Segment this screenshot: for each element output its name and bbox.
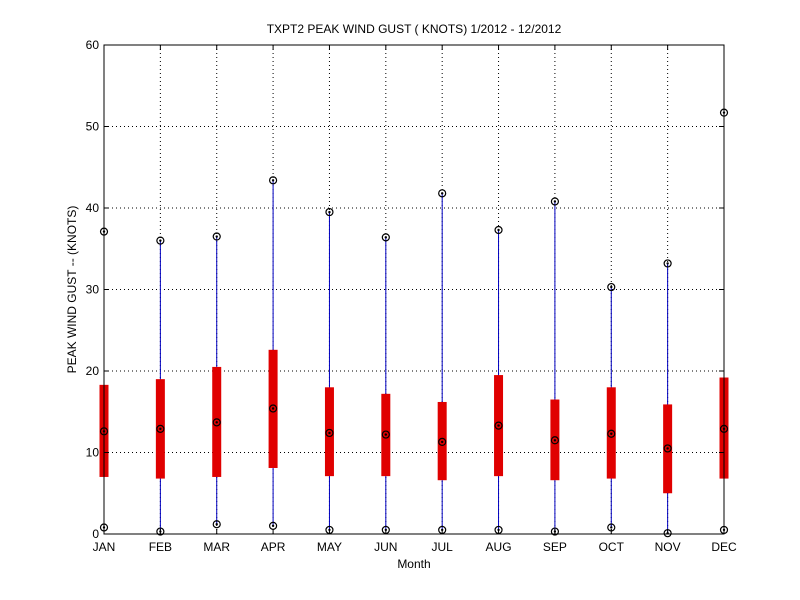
x-tick-label: OCT <box>599 540 625 554</box>
max-marker-dot <box>215 235 218 238</box>
median-marker-dot <box>159 427 162 431</box>
max-marker <box>381 233 390 242</box>
box-jul <box>437 189 447 535</box>
max-marker-dot <box>328 210 331 214</box>
median-marker-dot <box>328 431 331 435</box>
median-marker-dot <box>271 407 275 410</box>
box-mar <box>212 232 222 529</box>
max-marker <box>156 236 165 245</box>
median-marker-dot <box>497 424 500 427</box>
median-marker-dot <box>666 447 669 450</box>
median-marker <box>325 428 334 438</box>
chart-title: TXPT2 PEAK WIND GUST ( KNOTS) 1/2012 - 1… <box>267 22 562 36</box>
median-marker <box>381 430 390 439</box>
median-marker-dot <box>553 439 557 442</box>
max-marker <box>438 189 447 198</box>
y-tick-label: 10 <box>86 446 100 460</box>
y-tick-label: 40 <box>86 201 100 215</box>
median-marker <box>607 429 616 438</box>
median-marker <box>494 421 503 430</box>
min-marker <box>156 527 165 536</box>
median-marker-dot <box>440 440 444 444</box>
max-marker-dot <box>610 285 613 289</box>
box-may <box>324 207 334 535</box>
max-marker <box>268 176 278 185</box>
box-feb <box>155 236 165 536</box>
axis-ticks: 0 10 20 30 40 50 60 JAN FEB MAR APR MAY JUN JUL AUG SEP… <box>86 38 737 554</box>
y-tick-label: 20 <box>86 364 100 378</box>
y-tick-label: 0 <box>92 527 99 541</box>
max-marker <box>494 225 503 235</box>
x-tick-label: AUG <box>486 540 512 554</box>
median-marker <box>268 404 278 413</box>
iqr-box <box>324 387 334 477</box>
min-marker <box>212 520 221 529</box>
box-jun <box>381 233 391 535</box>
median-marker <box>212 418 221 427</box>
box-aug <box>494 225 504 535</box>
min-marker-dot <box>271 524 275 528</box>
box-series <box>99 108 729 538</box>
median-marker <box>438 437 447 447</box>
median-marker <box>550 436 560 445</box>
min-marker-dot <box>610 526 613 529</box>
x-tick-label: APR <box>261 540 286 554</box>
box-apr <box>268 176 278 530</box>
median-marker-dot <box>215 421 218 424</box>
max-marker <box>212 232 221 241</box>
median-marker-dot <box>610 432 613 435</box>
max-marker-dot <box>553 200 557 203</box>
y-tick-label: 30 <box>86 283 100 297</box>
max-marker-dot <box>159 239 162 242</box>
min-marker-dot <box>215 523 218 526</box>
max-marker <box>325 207 334 217</box>
box-oct <box>606 282 616 532</box>
max-marker <box>607 282 616 292</box>
median-marker-dot <box>384 433 388 436</box>
x-tick-label: MAY <box>317 540 342 554</box>
max-marker-dot <box>440 192 444 195</box>
x-axis-label: Month <box>397 557 430 571</box>
x-tick-label: FEB <box>149 540 172 554</box>
x-tick-label: JUL <box>432 540 454 554</box>
x-tick-label: JUN <box>374 540 397 554</box>
max-marker-dot <box>497 228 500 232</box>
max-marker <box>663 259 672 268</box>
x-tick-label: NOV <box>655 540 681 554</box>
y-axis-label: PEAK WIND GUST -- (KNOTS) <box>65 206 79 374</box>
x-tick-label: JAN <box>93 540 116 554</box>
max-marker-dot <box>666 262 669 265</box>
median-marker <box>156 424 165 433</box>
max-marker <box>550 197 560 206</box>
box-nov <box>663 259 673 538</box>
y-tick-label: 60 <box>86 38 100 52</box>
box-sep <box>550 197 560 536</box>
max-marker-dot <box>271 179 275 182</box>
min-marker <box>550 527 560 536</box>
median-marker <box>663 444 672 453</box>
grid-lines <box>104 45 724 534</box>
x-tick-label: MAR <box>203 540 230 554</box>
max-marker-dot <box>384 236 388 239</box>
x-tick-label: SEP <box>543 540 567 554</box>
x-tick-label: DEC <box>711 540 737 554</box>
y-tick-label: 50 <box>86 120 100 134</box>
